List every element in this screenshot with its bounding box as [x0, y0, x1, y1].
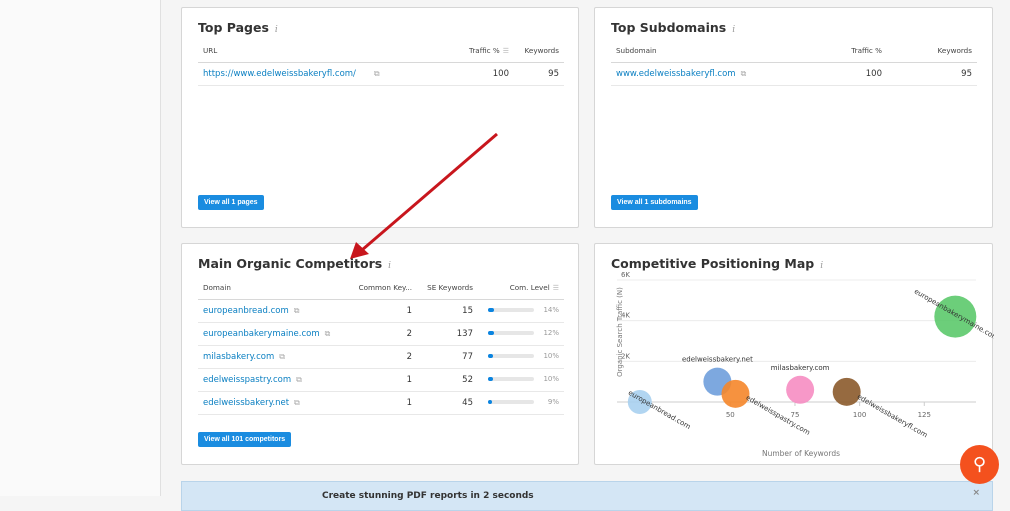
info-icon[interactable]: i: [274, 25, 278, 35]
competitor-link[interactable]: edelweisspastry.com: [203, 374, 292, 385]
competitor-link[interactable]: europeanbread.com: [203, 305, 289, 316]
sidebar: [0, 0, 161, 496]
top-pages-table: URL Traffic % ☰ Keywords https://www.edelwe…: [198, 40, 564, 86]
y-axis-label: Organic Search Traffic (N): [616, 287, 624, 377]
traffic-value: 100: [824, 62, 887, 86]
card-title: Main Organic Competitors i: [198, 256, 392, 271]
com-level-bar: [488, 400, 534, 404]
x-tick-label: 125: [918, 411, 931, 419]
common-keywords-value: 1: [347, 299, 418, 323]
card-title: Top Pages i: [198, 20, 278, 35]
table-row: europeanbread.com ⧉ 1 15 14%: [198, 299, 564, 323]
bubble-point: [934, 295, 977, 338]
common-keywords-value: 1: [347, 368, 418, 392]
col-keywords[interactable]: Keywords: [887, 40, 977, 63]
external-link-icon[interactable]: ⧉: [296, 374, 302, 384]
info-icon[interactable]: i: [820, 261, 824, 271]
col-subdomain[interactable]: Subdomain: [611, 40, 825, 63]
bubble-label: edelweissbakery.net: [682, 356, 753, 364]
x-tick-label: 100: [853, 411, 866, 419]
top-subdomains-table: Subdomain Traffic % Keywords www.edelweiss…: [611, 40, 977, 86]
table-row: www.edelweissbakeryfl.com ⧉ 100 95: [611, 62, 977, 86]
com-level-bar: [488, 308, 534, 312]
se-keywords-value: 137: [417, 322, 478, 346]
bubble-point: [721, 379, 750, 408]
competitor-link[interactable]: europeanbakerymaine.com: [203, 328, 320, 339]
col-keywords[interactable]: Keywords: [514, 40, 564, 63]
keywords-value: 95: [514, 62, 564, 86]
card-title: Top Subdomains i: [611, 20, 736, 35]
col-common-keywords[interactable]: Common Key...: [347, 277, 418, 300]
col-se-keywords[interactable]: SE Keywords: [417, 277, 478, 300]
col-com-level[interactable]: Com. Level ☰: [478, 277, 564, 300]
com-level-value: 10%: [543, 351, 559, 360]
x-tick-label: 50: [726, 411, 735, 419]
external-link-icon[interactable]: ⧉: [740, 68, 747, 78]
y-tick-label: 2K: [621, 352, 630, 360]
card-title: Competitive Positioning Map i: [611, 256, 824, 271]
competitor-link[interactable]: milasbakery.com: [203, 351, 275, 362]
x-axis-label: Number of Keywords: [762, 449, 840, 458]
top-pages-card: Top Pages i URL Traffic % ☰ Keywords https:/…: [181, 7, 579, 228]
com-level-value: 14%: [543, 305, 559, 314]
com-level-bar: [488, 331, 534, 335]
close-icon[interactable]: ×: [972, 488, 980, 498]
bubble-point: [832, 377, 861, 406]
com-level-bar: [488, 377, 534, 381]
view-all-pages-button[interactable]: View all 1 pages: [198, 195, 264, 210]
competitor-link[interactable]: edelweissbakery.net: [203, 397, 290, 408]
col-traffic[interactable]: Traffic %: [824, 40, 887, 63]
external-link-icon[interactable]: ⧉: [294, 397, 300, 407]
pdf-banner[interactable]: Create stunning PDF reports in 2 seconds…: [181, 481, 993, 511]
com-level-value: 12%: [543, 328, 559, 337]
se-keywords-value: 77: [417, 345, 478, 369]
help-search-button[interactable]: ⚲: [960, 445, 999, 484]
table-row: milasbakery.com ⧉ 2 77 10%: [198, 345, 564, 369]
se-keywords-value: 15: [417, 299, 478, 323]
col-domain[interactable]: Domain: [198, 277, 348, 300]
x-tick-label: 75: [791, 411, 800, 419]
common-keywords-value: 2: [347, 345, 418, 369]
traffic-value: 100: [447, 62, 514, 86]
com-level-bar: [488, 354, 534, 358]
banner-text: Create stunning PDF reports in 2 seconds: [322, 491, 534, 501]
bubble-point: [627, 390, 652, 414]
table-row: europeanbakerymaine.com ⧉ 2 137 12%: [198, 322, 564, 346]
common-keywords-value: 1: [347, 391, 418, 415]
page-link[interactable]: https://www.edelweissbakeryfl.com/: [203, 68, 356, 79]
info-icon[interactable]: i: [732, 25, 736, 35]
se-keywords-value: 45: [417, 391, 478, 415]
subdomain-link[interactable]: www.edelweissbakeryfl.com: [616, 68, 736, 79]
view-all-subdomains-button[interactable]: View all 1 subdomains: [611, 195, 698, 210]
keywords-value: 95: [887, 62, 977, 86]
bubble-point: [786, 375, 815, 404]
competitors-table: Domain Common Key... SE Keywords Com. Level…: [198, 277, 564, 415]
se-keywords-value: 52: [417, 368, 478, 392]
external-link-icon[interactable]: ⧉: [373, 68, 380, 78]
external-link-icon[interactable]: ⧉: [324, 328, 331, 338]
bubble-label: milasbakery.com: [771, 364, 830, 372]
top-subdomains-card: Top Subdomains i Subdomain Traffic % Keywor…: [594, 7, 993, 228]
col-traffic[interactable]: Traffic % ☰: [447, 40, 514, 63]
view-all-competitors-button[interactable]: View all 101 competitors: [198, 432, 292, 447]
positioning-map-chart: 2K 4K 6K 50 75 100 125 Number of Keywords Organi…: [616, 271, 994, 458]
y-tick-label: 6K: [621, 271, 630, 279]
external-link-icon[interactable]: ⧉: [279, 351, 285, 361]
search-icon: ⚲: [972, 454, 987, 475]
col-url[interactable]: URL: [198, 40, 448, 63]
table-row: https://www.edelweissbakeryfl.com/ ⧉ 100 95: [198, 62, 564, 86]
com-level-value: 10%: [543, 374, 559, 383]
competitors-card: Main Organic Competitors i Domain Common K…: [181, 243, 579, 465]
positioning-map-card: Competitive Positioning Map i 2K 4K 6K 50 75 1…: [594, 243, 994, 465]
com-level-value: 9%: [547, 397, 559, 406]
table-row: edelweissbakery.net ⧉ 1 45 9%: [198, 391, 564, 415]
common-keywords-value: 2: [347, 322, 418, 346]
external-link-icon[interactable]: ⧉: [293, 305, 300, 315]
y-tick-label: 4K: [621, 312, 630, 320]
table-row: edelweisspastry.com ⧉ 1 52 10%: [198, 368, 564, 392]
info-icon[interactable]: i: [388, 261, 392, 271]
